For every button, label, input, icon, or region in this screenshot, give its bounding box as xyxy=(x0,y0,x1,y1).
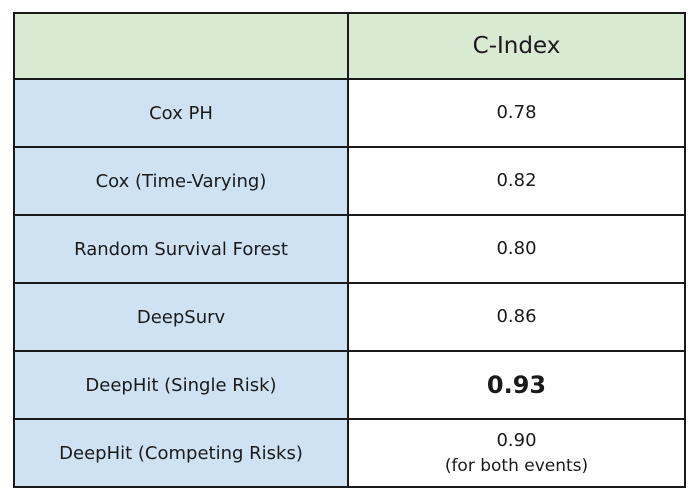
header-corner-cell xyxy=(13,12,349,80)
c-index-value: 0.78 xyxy=(496,102,537,123)
model-name-cell: Cox (Time-Varying) xyxy=(13,146,349,216)
model-name-cell: Cox PH xyxy=(13,78,349,148)
model-name-cell: DeepHit (Single Risk) xyxy=(13,350,349,420)
results-table: C-Index Cox PH 0.78 Cox (Time-Varying) 0… xyxy=(13,12,686,488)
table-row: Random Survival Forest 0.80 xyxy=(13,214,686,284)
header-row: C-Index xyxy=(13,12,686,80)
c-index-value-cell: 0.82 xyxy=(347,146,686,216)
table-row: Cox PH 0.78 xyxy=(13,78,686,148)
c-index-value-cell: 0.86 xyxy=(347,282,686,352)
model-name-cell: Random Survival Forest xyxy=(13,214,349,284)
c-index-value-cell: 0.93 xyxy=(347,350,686,420)
model-name-cell: DeepHit (Competing Risks) xyxy=(13,418,349,488)
c-index-value: 0.86 xyxy=(496,306,537,327)
c-index-value: 0.82 xyxy=(496,170,537,191)
c-index-value-cell: 0.78 xyxy=(347,78,686,148)
model-name-cell: DeepSurv xyxy=(13,282,349,352)
header-metric-cell: C-Index xyxy=(347,12,686,80)
table-row: DeepHit (Competing Risks) 0.90 (for both… xyxy=(13,418,686,488)
value-note: (for both events) xyxy=(444,456,589,476)
c-index-best-value: 0.93 xyxy=(486,371,547,399)
c-index-value: 0.90 xyxy=(496,430,537,451)
c-index-header: C-Index xyxy=(472,33,561,59)
c-index-value: 0.80 xyxy=(496,238,537,259)
table-row: Cox (Time-Varying) 0.82 xyxy=(13,146,686,216)
table-row-highlighted: DeepHit (Single Risk) 0.93 xyxy=(13,350,686,420)
c-index-value-cell: 0.80 xyxy=(347,214,686,284)
c-index-value-cell: 0.90 (for both events) xyxy=(347,418,686,488)
table-row: DeepSurv 0.86 xyxy=(13,282,686,352)
